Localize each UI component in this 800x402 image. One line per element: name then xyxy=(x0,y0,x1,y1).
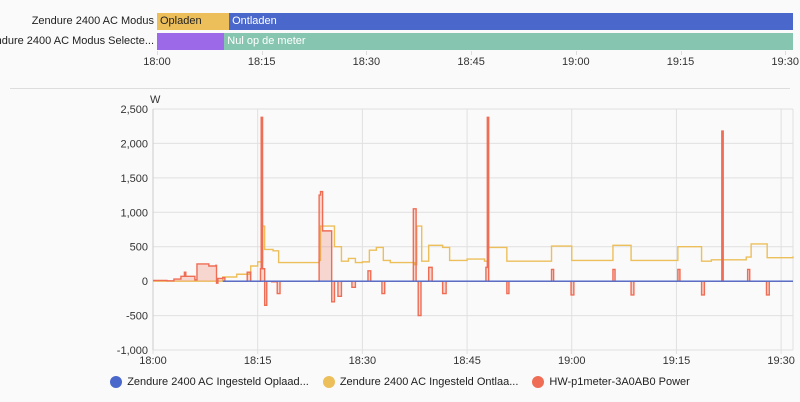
legend-item[interactable]: Zendure 2400 AC Ingesteld Oplaad... xyxy=(110,376,309,388)
timeline-row-label: Zendure 2400 AC Modus xyxy=(31,15,154,27)
legend-item[interactable]: Zendure 2400 AC Ingesteld Ontlaa... xyxy=(322,376,519,388)
timeline-x-tick-label: 19:15 xyxy=(666,56,695,68)
timeline-segment[interactable]: Nul op de meter xyxy=(224,33,793,50)
timeline-x-tick-label: 18:30 xyxy=(352,56,381,68)
timeline-segment[interactable]: Opladen xyxy=(157,13,230,30)
y-axis-unit: W xyxy=(150,94,161,106)
y-tick-label: 1,000 xyxy=(120,207,148,219)
series-line-2 xyxy=(153,116,793,317)
legend-item[interactable]: HW-p1meter-3A0AB0 Power xyxy=(532,376,690,388)
legend-label: HW-p1meter-3A0AB0 Power xyxy=(549,376,690,388)
timeline-segment[interactable]: Ontladen xyxy=(229,13,793,30)
x-tick-label: 19:30 xyxy=(767,355,795,367)
legend-color-dot-icon xyxy=(532,376,545,388)
legend-label: Zendure 2400 AC Ingesteld Oplaad... xyxy=(127,376,309,388)
legend-color-dot-icon xyxy=(322,376,335,388)
y-tick-label: -1,000 xyxy=(117,345,148,357)
timeline-tick-mark xyxy=(261,51,263,55)
x-tick-label: 18:45 xyxy=(453,355,481,367)
x-tick-label: 18:15 xyxy=(244,355,272,367)
legend-color-dot-icon xyxy=(110,376,123,388)
timeline-x-tick-label: 18:00 xyxy=(143,56,171,68)
timeline-x-tick-label: 19:00 xyxy=(562,56,590,68)
series-line-1 xyxy=(153,225,794,282)
timeline-tick-mark xyxy=(575,51,577,55)
chart-legend: Zendure 2400 AC Ingesteld Oplaad... Zendu… xyxy=(0,376,800,388)
divider xyxy=(10,88,790,89)
timeline-x-tick-label: 18:45 xyxy=(457,56,485,68)
legend-label: Zendure 2400 AC Ingesteld Ontlaa... xyxy=(339,376,519,388)
y-tick-label: 2,500 xyxy=(120,104,148,116)
y-tick-label: 1,500 xyxy=(120,173,148,185)
series-area-p1meter xyxy=(153,117,793,316)
timeline-tick-mark xyxy=(471,51,473,55)
x-tick-label: 19:00 xyxy=(558,355,586,367)
timeline-segment[interactable] xyxy=(157,33,225,50)
x-tick-label: 18:30 xyxy=(349,355,377,367)
y-tick-label: 0 xyxy=(142,276,148,288)
y-tick-label: 500 xyxy=(130,242,148,254)
timeline-tick-mark xyxy=(157,51,158,55)
timeline-tick-mark xyxy=(366,51,368,55)
timeline-x-tick-label: 19:30 xyxy=(771,56,799,68)
x-tick-label: 19:15 xyxy=(663,355,691,367)
y-tick-label: -500 xyxy=(126,311,148,323)
timeline-tick-mark xyxy=(785,51,787,55)
y-tick-label: 2,000 xyxy=(120,138,148,150)
timeline-row-label: Zendure 2400 AC Modus Selecte... xyxy=(0,35,154,47)
x-tick-label: 18:00 xyxy=(139,355,167,367)
timeline-tick-mark xyxy=(680,51,682,55)
timeline-x-tick-label: 18:15 xyxy=(247,56,276,68)
